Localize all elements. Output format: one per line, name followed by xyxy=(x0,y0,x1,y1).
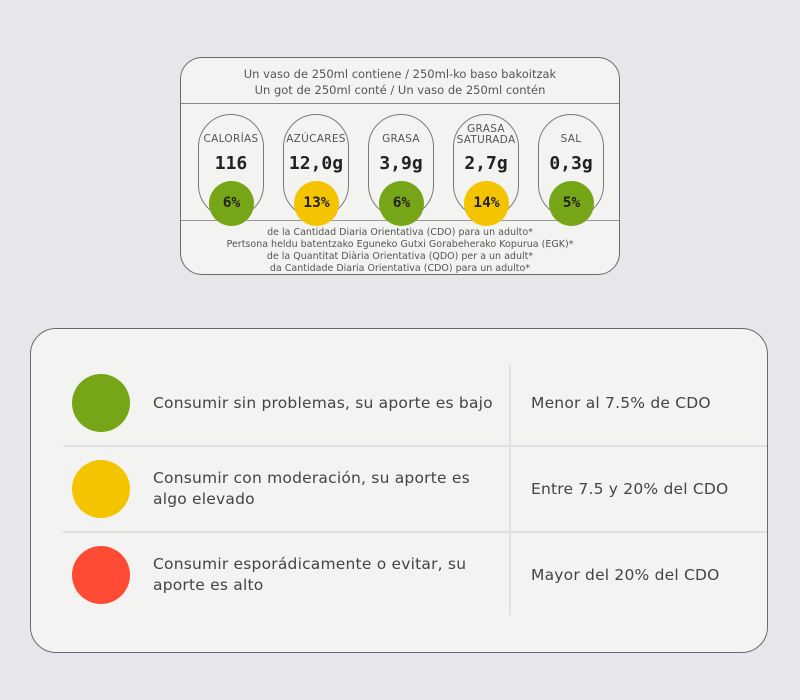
column-divider xyxy=(509,365,511,615)
nutrient-name: CALORÍAS xyxy=(203,133,259,145)
green-circle-icon xyxy=(72,374,130,432)
nutrient-value: 0,3g xyxy=(549,153,593,174)
label-footer-line: da Cantidade Diaria Orientativa (CDO) pa… xyxy=(269,263,531,274)
nutrient-percent-badge: 14% xyxy=(464,181,509,226)
nutrient-value: 12,0g xyxy=(288,153,344,174)
legend-description: Consumir esporádicamente o evitar, su ap… xyxy=(153,555,467,594)
nutrient-value: 2,7g xyxy=(464,153,508,174)
nutrient-value: 3,9g xyxy=(379,153,423,174)
label-header-line: Un got de 250ml conté / Un vaso de 250ml… xyxy=(254,83,546,97)
label-header-line: Un vaso de 250ml contiene / 250ml-ko bas… xyxy=(243,67,557,81)
label-footer-line: Pertsona heldu batentzako Eguneko Gutxi … xyxy=(226,239,574,250)
nutrient-calorias: CALORÍAS 116 6% xyxy=(198,114,264,226)
nutrient-grasa-saturada: GRASA SATURADA 2,7g 14% xyxy=(453,114,519,226)
nutrient-grasa: GRASA 3,9g 6% xyxy=(368,114,434,226)
row-divider xyxy=(63,445,767,447)
nutrient-percent-badge: 6% xyxy=(379,181,424,226)
nutrient-columns: CALORÍAS 116 6% AZÚCARES 12,0g 13% GRASA… xyxy=(181,104,619,226)
nutrient-name: AZÚCARES xyxy=(286,133,346,145)
row-divider xyxy=(63,531,767,533)
legend-range: Entre 7.5 y 20% del CDO xyxy=(531,480,729,498)
nutrient-percent-badge: 5% xyxy=(549,181,594,226)
nutrient-name: GRASA SATURADA xyxy=(456,123,516,146)
red-circle-icon xyxy=(72,546,130,604)
nutrient-percent-badge: 13% xyxy=(294,181,339,226)
nutrient-sal: SAL 0,3g 5% xyxy=(538,114,604,226)
nutrient-azucares: AZÚCARES 12,0g 13% xyxy=(283,114,349,226)
yellow-circle-icon xyxy=(72,460,130,518)
legend-description: Consumir con moderación, su aporte es al… xyxy=(153,469,470,508)
legend-row-low: Consumir sin problemas, su aporte es baj… xyxy=(31,360,767,446)
legend-range: Menor al 7.5% de CDO xyxy=(531,394,711,412)
label-header: Un vaso de 250ml contiene / 250ml-ko bas… xyxy=(181,58,619,104)
legend-row-medium: Consumir con moderación, su aporte es al… xyxy=(31,446,767,532)
nutrient-name: GRASA xyxy=(382,133,420,145)
label-footer-line: de la Quantitat Diària Orientativa (QDO)… xyxy=(266,251,534,262)
label-footer: de la Cantidad Diaria Orientativa (CDO) … xyxy=(181,221,619,274)
nutrition-label: Un vaso de 250ml contiene / 250ml-ko bas… xyxy=(180,57,620,275)
label-footer-line: de la Cantidad Diaria Orientativa (CDO) … xyxy=(267,227,533,238)
legend-description: Consumir sin problemas, su aporte es baj… xyxy=(153,393,493,412)
nutrient-value: 116 xyxy=(214,153,248,174)
legend-range: Mayor del 20% del CDO xyxy=(531,566,720,584)
legend-row-high: Consumir esporádicamente o evitar, su ap… xyxy=(31,532,767,618)
nutrient-name: SAL xyxy=(560,133,582,145)
traffic-light-legend: Consumir sin problemas, su aporte es baj… xyxy=(30,328,768,653)
nutrient-percent-badge: 6% xyxy=(209,181,254,226)
